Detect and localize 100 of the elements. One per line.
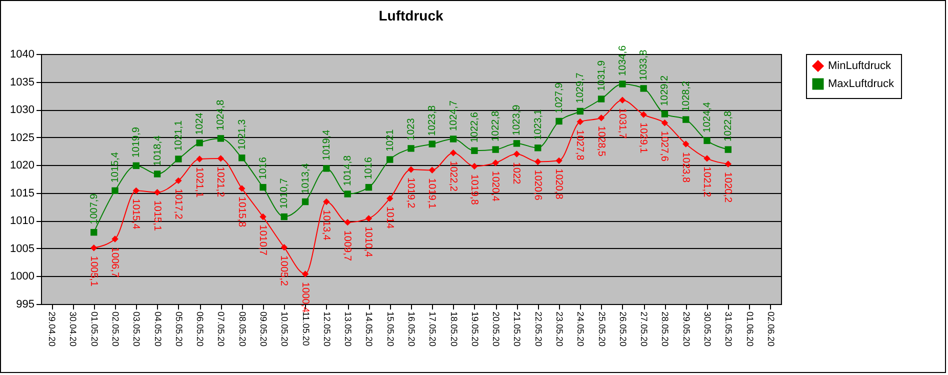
point: [196, 140, 203, 146]
data-label: 1024,4: [702, 102, 713, 133]
y-tick-label: 1035: [10, 76, 34, 88]
point: [90, 244, 98, 252]
data-label: 1006,7: [109, 247, 120, 278]
data-label: 1034,6: [617, 44, 628, 76]
data-label: 1023: [406, 118, 417, 140]
data-label: 1027,6: [658, 130, 670, 162]
point: [661, 120, 668, 126]
x-tick-label: 20.05.20: [491, 312, 502, 347]
data-label: 1024,7: [448, 100, 460, 131]
x-tick-label: 12.05.20: [322, 312, 332, 347]
data-label: 1023,8: [427, 104, 438, 136]
point: [132, 187, 140, 194]
point: [534, 158, 542, 166]
data-label: 1019,2: [405, 178, 416, 209]
point: [682, 116, 690, 123]
y-tick-label: 1015: [10, 187, 34, 200]
data-label: 1020,4: [490, 170, 501, 202]
data-label: 1018,4: [152, 134, 164, 166]
x-tick-label: 30.05.20: [702, 312, 712, 347]
x-tick-label: 04.05.20: [152, 312, 163, 347]
point: [724, 146, 732, 153]
x-tick-label: 01.05.20: [89, 312, 100, 347]
data-label: 1023,8: [680, 152, 691, 184]
y-tick-label: 1025: [10, 132, 34, 144]
point: [386, 156, 394, 163]
data-label: 1031,9: [596, 60, 608, 91]
data-label: 1010,7: [279, 178, 290, 209]
data-label: 1015,8: [236, 196, 247, 228]
x-tick-label: 27.05.20: [639, 312, 650, 347]
point: [260, 213, 266, 220]
data-label: 1016: [258, 156, 269, 180]
data-label: 1021,2: [214, 166, 226, 198]
x-tick-label: 07.05.20: [216, 312, 226, 347]
data-label: 1022: [510, 162, 522, 185]
data-label: 1015,4: [130, 198, 142, 230]
x-tick-label: 23.05.20: [554, 312, 564, 347]
point: [471, 162, 478, 170]
data-label: 1000,4: [299, 282, 310, 314]
data-label: 1016: [364, 156, 375, 180]
point: [260, 184, 266, 191]
point: [196, 156, 203, 162]
point: [513, 140, 520, 147]
data-label: 1007,9: [88, 193, 100, 224]
point: [302, 270, 309, 278]
x-tick-label: 02.06.20: [766, 312, 776, 347]
point: [365, 215, 372, 222]
data-label: 1023,1: [532, 108, 544, 140]
x-tick-label: 25.05.20: [596, 312, 607, 347]
data-label: 1021,1: [173, 120, 184, 151]
data-label: 1023,9: [512, 104, 523, 136]
data-label: 1014,8: [342, 154, 354, 186]
data-label: 1024,8: [216, 99, 227, 130]
point: [576, 118, 584, 126]
data-label: 1019,4: [321, 129, 332, 160]
x-tick-label: 29.05.20: [681, 312, 692, 347]
x-tick-label: 31.05.20: [724, 312, 734, 347]
x-tick-label: 09.05.20: [258, 312, 268, 347]
data-label: 1019,1: [426, 178, 438, 210]
point: [302, 198, 309, 206]
x-tick-label: 08.05.20: [237, 312, 248, 347]
point: [323, 198, 330, 206]
point: [344, 218, 351, 226]
point: [428, 140, 436, 148]
point: [682, 140, 690, 148]
point: [280, 244, 288, 251]
data-label: 1031,7: [616, 108, 628, 140]
data-label: 1028,2: [680, 80, 692, 112]
point: [598, 114, 605, 122]
x-tick-label: 02.05.20: [110, 312, 120, 347]
point: [132, 162, 140, 170]
x-tick-label: 26.05.20: [618, 312, 628, 347]
data-label: 1020,8: [553, 168, 564, 200]
y-tick-label: 995: [16, 298, 34, 310]
data-label: 1024: [194, 112, 206, 135]
point: [640, 85, 647, 92]
data-label: 1009,7: [342, 230, 353, 262]
point: [556, 157, 562, 164]
point: [619, 80, 626, 88]
x-tick-label: 24.05.20: [576, 312, 586, 347]
data-label: 1005,1: [88, 256, 99, 287]
point: [175, 177, 182, 184]
y-tick-label: 1005: [10, 242, 34, 255]
data-label: 1021,2: [701, 166, 712, 198]
x-tick-label: 01.06.20: [744, 312, 755, 347]
point: [323, 165, 330, 172]
data-label: 1029,2: [660, 74, 671, 106]
x-tick-label: 18.05.20: [448, 312, 459, 347]
x-tick-label: 29.04.20: [47, 312, 58, 347]
point: [661, 110, 668, 118]
x-tick-label: 05.05.20: [174, 312, 184, 347]
data-label: 1020,6: [532, 170, 543, 201]
y-tick-label: 1000: [10, 270, 34, 283]
x-tick-label: 16.05.20: [406, 312, 416, 347]
y-tick-label: 1020: [10, 160, 34, 172]
point: [428, 166, 436, 174]
point: [408, 166, 414, 173]
point: [513, 150, 520, 158]
point: [280, 213, 288, 220]
